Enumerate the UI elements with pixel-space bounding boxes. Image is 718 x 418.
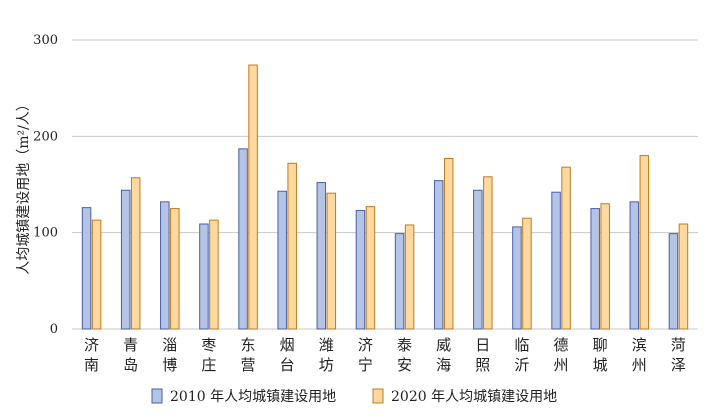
bar-2010-10 — [473, 189, 483, 330]
x-tick-label-8-1: 安 — [397, 356, 412, 374]
legend-label-2020: 2020 年人均城镇建设用地 — [391, 389, 557, 405]
x-tick-label-4-1: 营 — [241, 356, 256, 374]
bar-2010-7 — [355, 210, 366, 330]
legend-label-2010: 2010 年人均城镇建设用地 — [170, 389, 336, 405]
bar-2010-13 — [590, 208, 600, 330]
x-tick-label-7-1: 宁 — [358, 356, 373, 374]
x-tick-label-3-1: 庄 — [201, 356, 216, 374]
bar-2020-4 — [248, 64, 258, 330]
x-tick-label-13-1: 城 — [593, 356, 608, 374]
legend-swatch-2010 — [151, 388, 163, 404]
bar-2020-13 — [600, 203, 610, 330]
x-tick-label-10-0: 日 — [475, 336, 490, 354]
x-tick-label-0-1: 南 — [84, 356, 99, 374]
bar-2010-0 — [81, 207, 92, 330]
bar-2010-9 — [433, 180, 444, 330]
bar-2020-5 — [287, 162, 297, 330]
x-tick-label-10-1: 照 — [475, 356, 490, 374]
x-tick-label-0-0: 济 — [84, 336, 99, 354]
y-axis-label: 人均城镇建设用地（m²/人） — [16, 97, 32, 275]
bar-2010-14 — [629, 201, 640, 330]
x-tick-label-11-1: 沂 — [514, 356, 529, 374]
bar-2020-2 — [170, 208, 180, 330]
bar-2020-1 — [130, 177, 141, 330]
x-tick-label-3-0: 枣 — [201, 336, 216, 354]
x-tick-label-2-1: 博 — [162, 356, 177, 374]
bar-2010-8 — [394, 233, 405, 330]
x-tick-label-6-0: 潍 — [319, 336, 334, 354]
y-tick-label-0: 0 — [50, 322, 58, 337]
bar-2020-15 — [678, 223, 689, 330]
x-tick-label-4-0: 东 — [241, 336, 256, 354]
x-tick-label-5-0: 烟 — [280, 336, 295, 354]
bar-2020-14 — [639, 155, 650, 330]
x-tick-label-9-0: 威 — [436, 336, 451, 354]
y-tick-label-100: 100 — [33, 226, 58, 241]
bar-2020-3 — [209, 219, 219, 330]
x-tick-label-8-0: 泰 — [397, 336, 412, 354]
x-tick-label-14-0: 滨 — [632, 336, 647, 354]
y-tick-label-200: 200 — [33, 129, 58, 144]
x-tick-label-12-0: 德 — [554, 336, 569, 354]
legend-swatch-2020 — [372, 388, 384, 404]
bar-2020-7 — [365, 206, 376, 330]
x-tick-label-6-1: 坊 — [319, 356, 334, 374]
bar-2010-12 — [551, 191, 561, 330]
x-tick-label-14-1: 州 — [632, 356, 647, 374]
x-tick-label-12-1: 州 — [554, 356, 569, 374]
x-tick-label-7-0: 济 — [358, 336, 373, 354]
x-tick-label-13-0: 聊 — [593, 336, 608, 354]
bar-2020-0 — [91, 219, 102, 330]
bar-2010-4 — [238, 148, 248, 330]
x-tick-label-15-0: 菏 — [671, 336, 686, 354]
bar-2020-10 — [483, 176, 493, 330]
bar-2010-2 — [160, 201, 170, 330]
bars — [81, 64, 689, 330]
x-tick-label-1-0: 青 — [123, 336, 138, 354]
bar-2020-11 — [522, 217, 532, 330]
bar-2010-15 — [668, 233, 679, 330]
bar-2010-1 — [120, 189, 131, 330]
y-axis-ticks: 0 100 200 300 — [33, 33, 58, 337]
x-tick-label-15-1: 泽 — [671, 356, 686, 374]
x-tick-label-5-1: 台 — [280, 356, 295, 374]
bar-2020-12 — [561, 166, 571, 330]
bar-2010-6 — [316, 182, 327, 330]
bar-2010-3 — [199, 223, 209, 330]
bar-2010-11 — [512, 226, 522, 330]
bar-2020-6 — [326, 192, 337, 330]
bar-2010-5 — [277, 190, 287, 330]
x-tick-label-9-1: 海 — [436, 356, 451, 374]
legend: 2010 年人均城镇建设用地 2020 年人均城镇建设用地 — [151, 388, 557, 405]
x-tick-label-2-0: 淄 — [162, 336, 177, 354]
x-tick-label-11-0: 临 — [514, 336, 529, 354]
y-tick-label-300: 300 — [33, 33, 58, 48]
bar-2020-8 — [404, 224, 415, 330]
x-tick-label-1-1: 岛 — [123, 356, 138, 374]
bar-2020-9 — [443, 157, 454, 330]
